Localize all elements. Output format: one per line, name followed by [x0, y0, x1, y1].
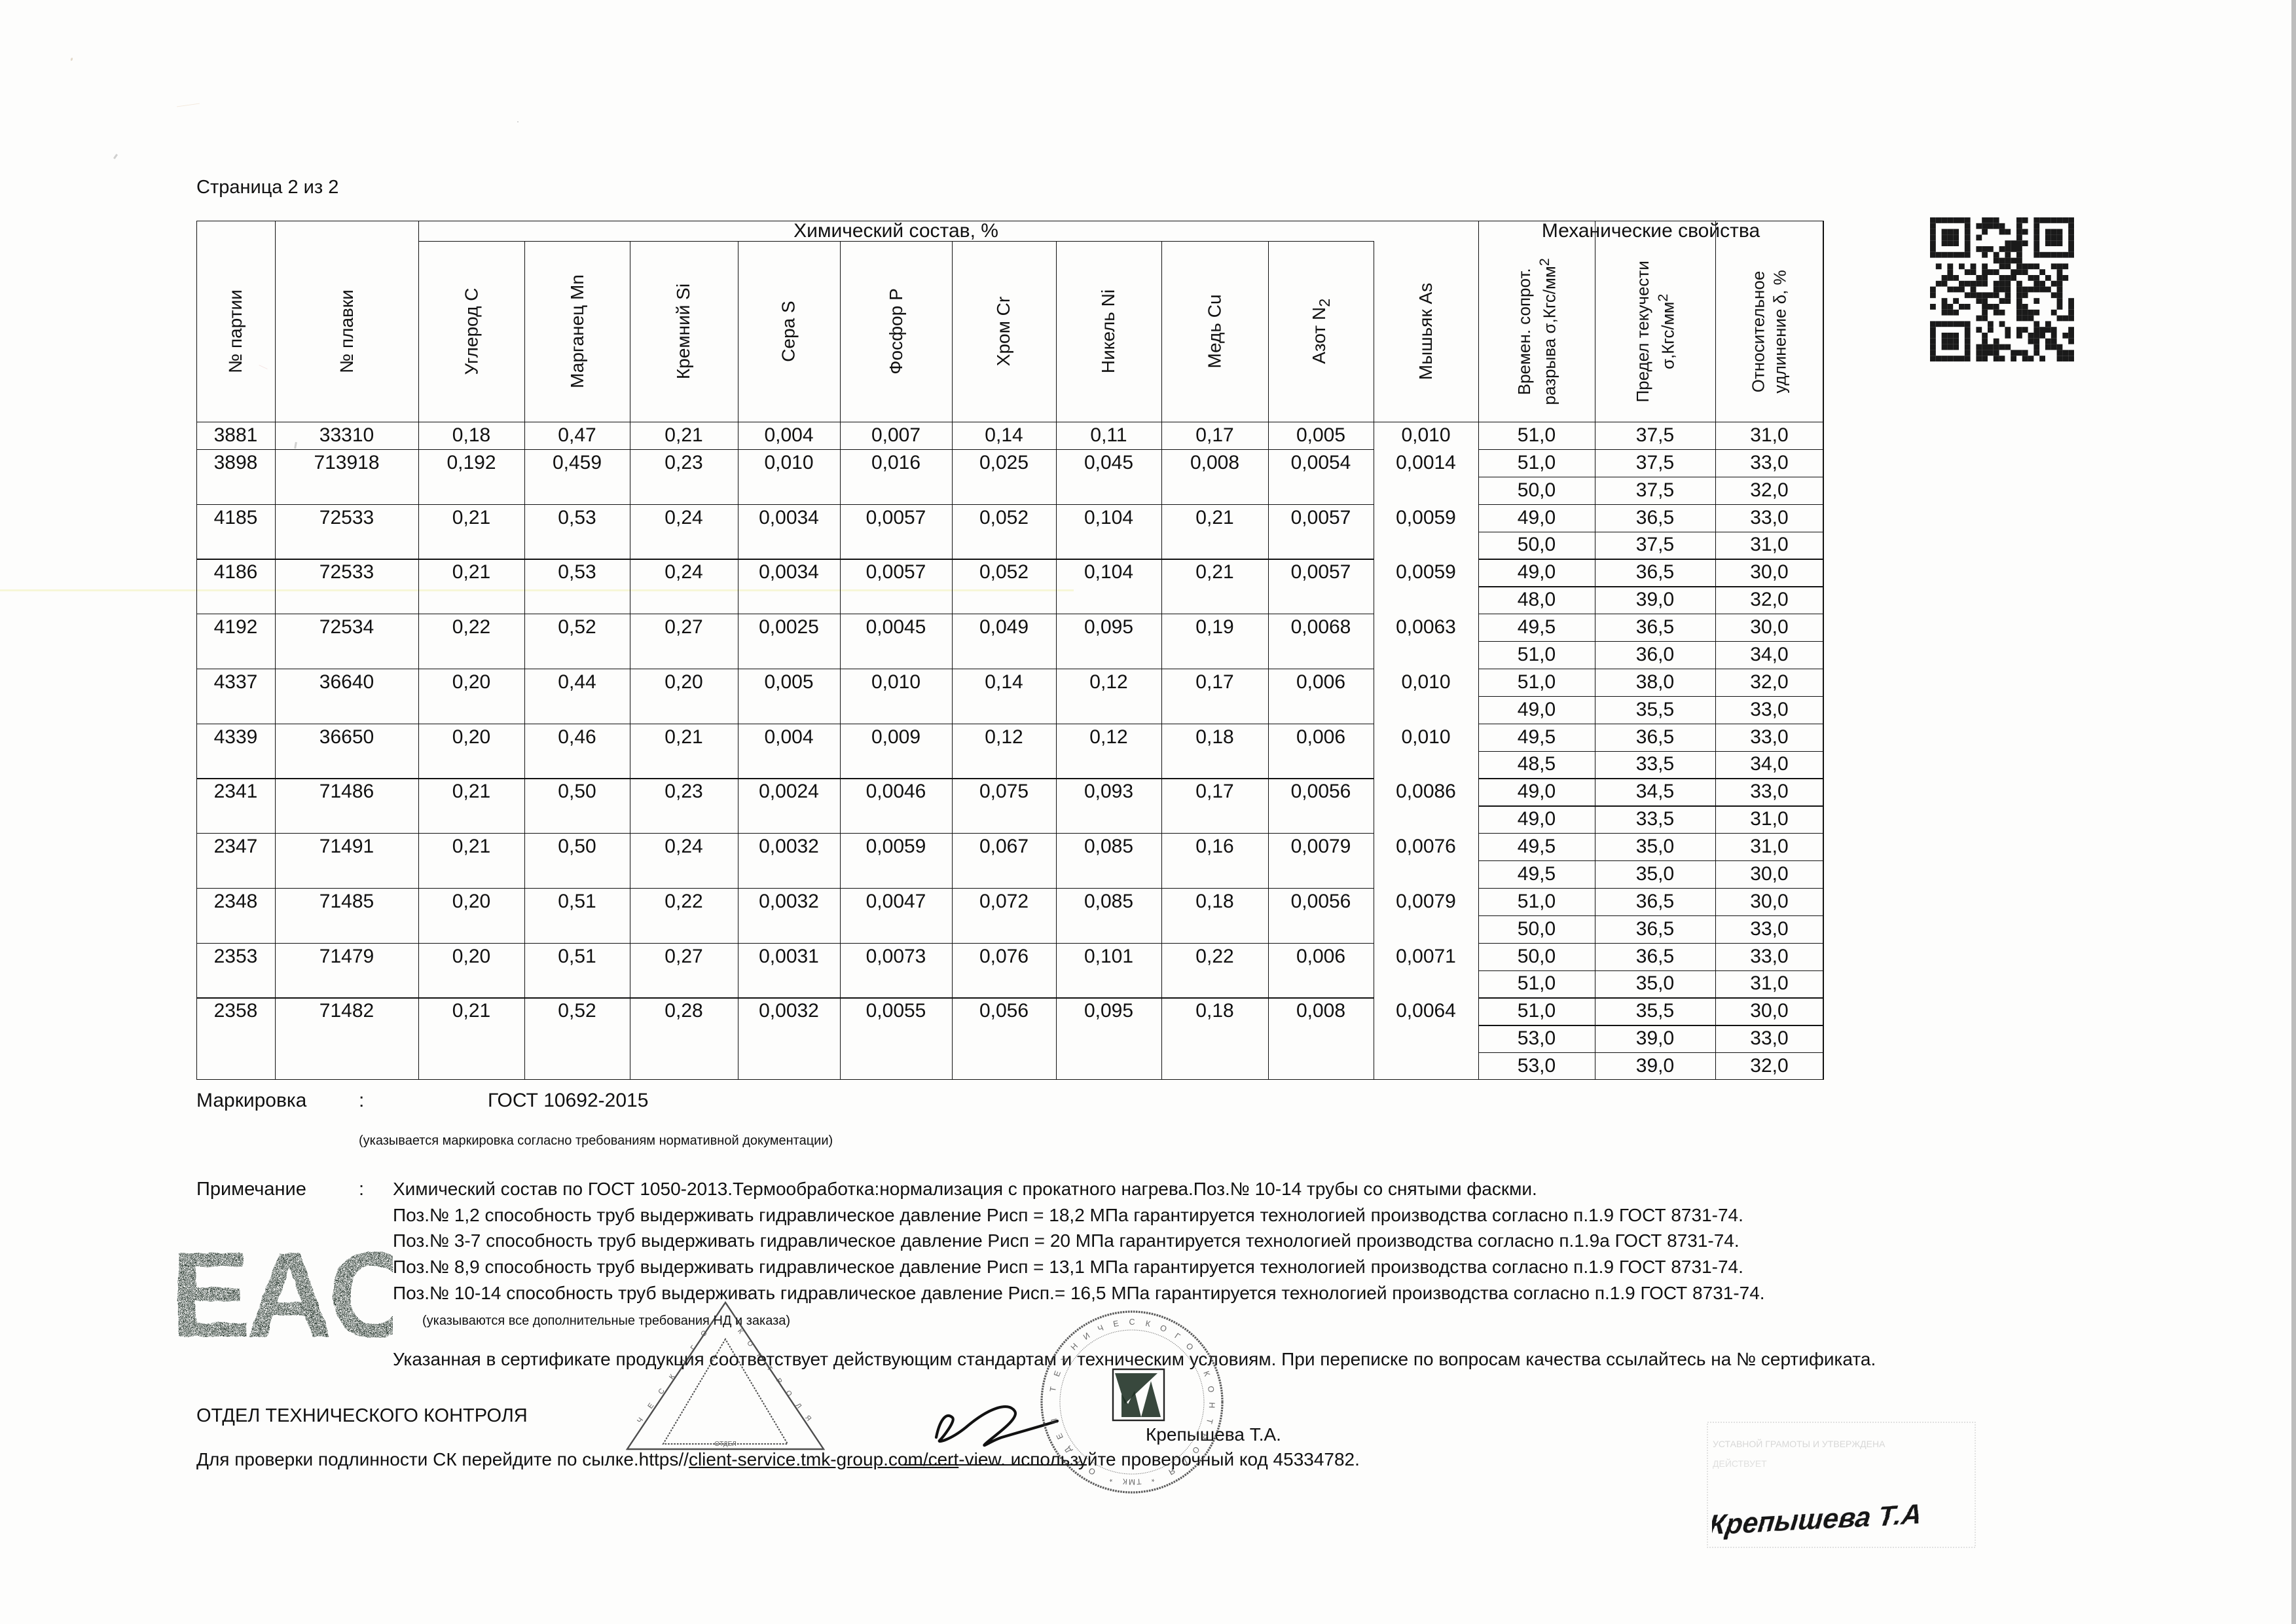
svg-text:УСТАВНОЙ ГРАМОТЫ И УТВЕРЖДЕНА: УСТАВНОЙ ГРАМОТЫ И УТВЕРЖДЕНА: [1713, 1438, 1886, 1449]
svg-text:ОТДЕЛ: ОТДЕЛ: [714, 1441, 737, 1448]
svg-text:О: О: [1206, 1386, 1216, 1393]
svg-text:И: И: [1082, 1331, 1091, 1342]
svg-text:О: О: [784, 1389, 793, 1398]
svg-text:Т: Т: [1136, 1477, 1142, 1486]
svg-text:О: О: [1184, 1341, 1195, 1352]
svg-text:Крепышева Т.А: Крепышева Т.А: [1712, 1498, 1923, 1540]
svg-text:Л: Л: [794, 1401, 803, 1410]
svg-text:Я: Я: [1167, 1466, 1177, 1477]
svg-text:К: К: [668, 1373, 677, 1381]
svg-text:Д: Д: [1063, 1445, 1074, 1455]
svg-text:О: О: [1190, 1445, 1201, 1455]
svg-text:Е: Е: [1112, 1319, 1120, 1329]
svg-text:*: *: [1108, 1474, 1114, 1484]
svg-text:О: О: [678, 1357, 688, 1367]
svg-text:ДЕЙСТВУЕТ: ДЕЙСТВУЕТ: [1713, 1458, 1767, 1469]
svg-text:EAC: EAC: [170, 1228, 393, 1363]
svg-text:Т: Т: [1048, 1386, 1058, 1392]
svg-text:Ч: Ч: [1097, 1323, 1105, 1334]
svg-text:Т: Т: [1205, 1418, 1215, 1425]
svg-text:Т: Т: [1074, 1456, 1084, 1467]
svg-text:К: К: [1144, 1319, 1152, 1329]
svg-text:О: О: [745, 1339, 754, 1348]
svg-text:Н: Н: [1207, 1402, 1216, 1409]
svg-text:Е: Е: [1055, 1432, 1065, 1441]
svg-text:К: К: [736, 1327, 745, 1336]
svg-text:О: О: [1159, 1323, 1169, 1334]
svg-text:О: О: [1087, 1466, 1097, 1477]
svg-text:Л: Л: [1180, 1456, 1190, 1467]
svg-text:С: С: [657, 1387, 666, 1396]
svg-text:К: К: [1122, 1477, 1127, 1486]
svg-text:Л: Л: [1049, 1418, 1060, 1425]
svg-text:Р: Р: [1199, 1432, 1209, 1441]
svg-text:Г: Г: [1173, 1331, 1182, 1341]
svg-text:Х: Х: [1059, 1354, 1070, 1364]
svg-text:Н: Н: [1069, 1341, 1080, 1352]
svg-text:*: *: [1150, 1474, 1155, 1484]
svg-text:Е: Е: [1052, 1369, 1063, 1378]
svg-text:С: С: [1129, 1318, 1135, 1327]
svg-text:К: К: [1201, 1370, 1212, 1378]
svg-text:М: М: [1129, 1477, 1135, 1486]
